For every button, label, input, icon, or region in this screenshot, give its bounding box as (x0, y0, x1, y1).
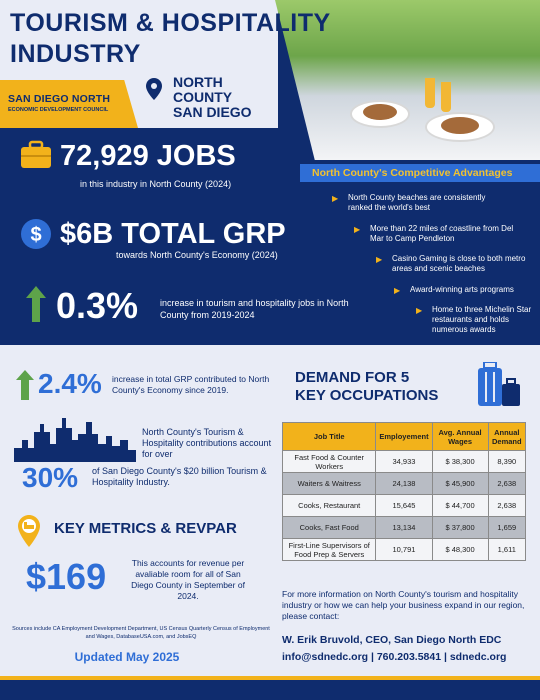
table-row: Fast Food & Counter Workers 34,933 $ 38,30… (281, 450, 527, 473)
hotel-pin-icon (18, 515, 40, 547)
revpar-value: $169 (26, 556, 107, 597)
updated-label: Updated May 2025 (74, 650, 180, 664)
contact-name: W. Erik Bruvold, CEO, San Diego North ED… (282, 634, 502, 646)
luggage-icon (478, 362, 520, 406)
table-row: Cooks, Fast Food 13,134 $ 37,800 1,659 (281, 516, 527, 539)
footer-accent (0, 676, 540, 680)
grp-value: $6B TOTAL GRP (60, 218, 286, 250)
hero-section: TOURISM & HOSPITALITY INDUSTRY SAN DIEGO… (0, 0, 540, 345)
location-label: NORTH COUNTY SAN DIEGO (173, 74, 252, 120)
jobs-value: 72,929 JOBS (60, 140, 236, 172)
grp-caption: towards North County's Economy (2024) (116, 250, 278, 260)
advantage-item: ▶ Casino Gaming is close to both metro ar… (376, 254, 526, 273)
occupations-heading: DEMAND FOR 5 KEY OCCUPATIONS (295, 369, 439, 404)
table-row: Cooks, Restaurant 15,645 $ 44,700 2,638 (281, 494, 527, 517)
column-header: Annual Demand (487, 422, 527, 451)
share-value: 30% (22, 462, 79, 493)
advantage-item: ▶ Home to three Michelin Star restaurants… (416, 305, 532, 334)
up-arrow-icon (16, 370, 34, 400)
advantages-heading: North County's Competitive Advantages (300, 164, 540, 182)
briefcase-icon (21, 140, 51, 168)
contact-intro: For more information on North County's t… (282, 589, 525, 621)
growth-caption: increase in tourism and hospitality jobs… (160, 298, 349, 320)
advantage-item: ▶ More than 22 miles of coastline from De… (354, 224, 514, 243)
column-header: Avg. Annual Wages (431, 422, 489, 451)
grp-growth-caption: increase in total GRP contributed to Nor… (112, 374, 270, 395)
logo-text: SAN DIEGO NORTH (8, 93, 111, 105)
advantage-item: ▶ Award-winning arts programs (394, 285, 514, 295)
contribution-text: North County's Tourism & Hospitality con… (142, 427, 272, 459)
jobs-caption: in this industry in North County (2024) (80, 179, 232, 189)
skyline-icon (14, 418, 136, 462)
location-pin-icon (146, 78, 162, 100)
table-header-row: Job Title Employement Avg. Annual Wages … (281, 422, 527, 451)
edc-logo (0, 80, 138, 128)
dollar-icon: $ (21, 219, 51, 249)
footer-bar (0, 680, 540, 700)
table-row: First-Line Supervisors of Food Prep & Se… (281, 538, 527, 561)
logo-subtext: ECONOMIC DEVELOPMENT COUNCIL (8, 107, 109, 113)
table-row: Waiters & Waitress 24,138 $ 45,900 2,638 (281, 472, 527, 495)
svg-text:$: $ (30, 224, 41, 246)
page-title: TOURISM & HOSPITALITY INDUSTRY (10, 9, 331, 68)
contact-details[interactable]: info@sdnedc.org | 760.203.5841 | sdnedc.… (282, 651, 507, 663)
sources-note: Sources include CA Employment Developmen… (12, 626, 270, 640)
column-header: Employement (375, 422, 433, 451)
revpar-caption: This accounts for revenue per avaliable … (131, 558, 245, 601)
grp-growth-value: 2.4% (38, 368, 102, 399)
advantage-item: ▶ North County beaches are consistently r… (332, 193, 486, 212)
growth-value: 0.3% (56, 285, 139, 326)
column-header: Job Title (281, 422, 377, 451)
metrics-heading: KEY METRICS & REVPAR (54, 520, 237, 537)
restaurant-photo (275, 0, 540, 160)
share-caption: of San Diego County's $20 billion Touris… (92, 466, 267, 487)
up-arrow-icon (26, 286, 46, 322)
occupations-table: Job Title Employement Avg. Annual Wages … (281, 422, 527, 561)
